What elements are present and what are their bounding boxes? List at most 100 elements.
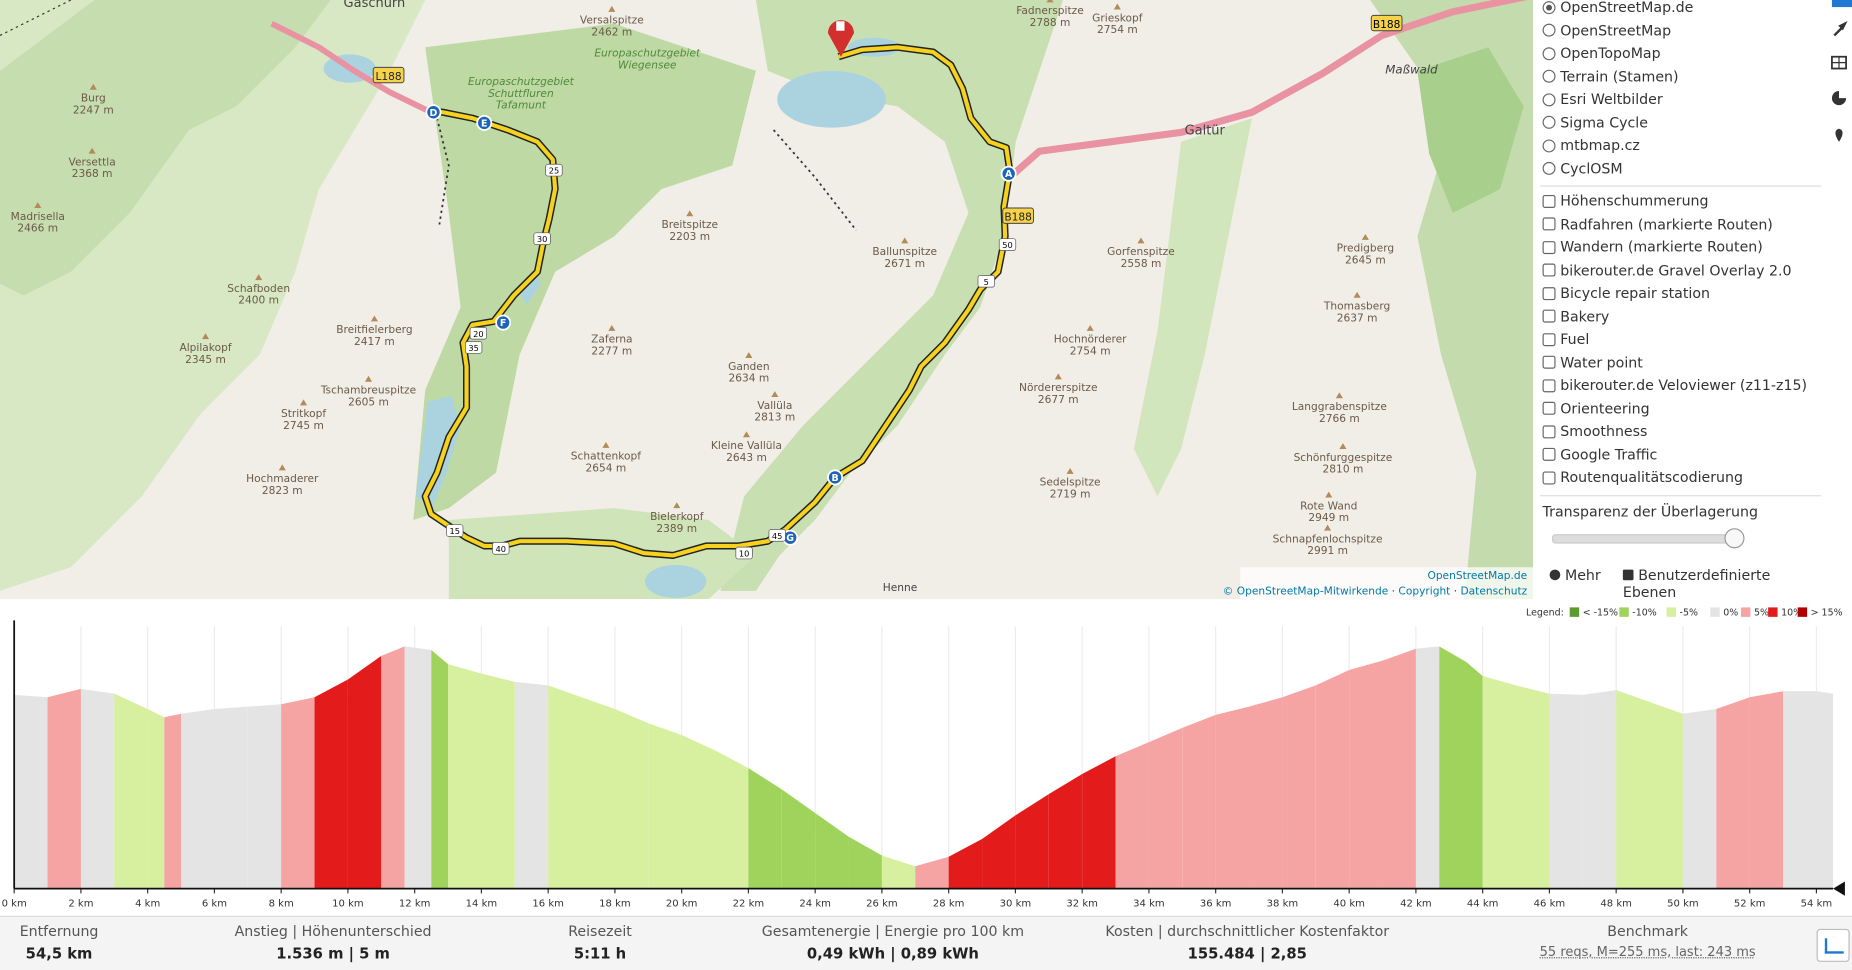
elevation-segment xyxy=(1149,728,1182,889)
x-tick-label: 50 km xyxy=(1667,898,1699,909)
slider-handle xyxy=(1724,528,1744,548)
base-layer-option[interactable]: Esri Weltbilder xyxy=(1543,89,1663,110)
km-marker: 50 xyxy=(1002,240,1012,250)
x-tick-label: 0 km xyxy=(2,898,27,909)
base-layer-option[interactable]: CyclOSM xyxy=(1543,158,1623,179)
x-tick-label: 34 km xyxy=(1133,898,1165,909)
layer-button[interactable]: Mehr xyxy=(1543,565,1608,586)
base-layer-label: mtbmap.cz xyxy=(1560,137,1640,154)
overlay-option[interactable]: Orienteering xyxy=(1543,398,1650,419)
overlay-option[interactable]: bikerouter.de Veloviewer (z11-z15) xyxy=(1543,375,1808,396)
peak-elevation: 2654 m xyxy=(586,461,627,474)
base-layer-option[interactable]: Sigma Cycle xyxy=(1543,112,1648,133)
radio xyxy=(1543,1,1556,14)
stat-label: Kosten | durchschnittlicher Kostenfaktor xyxy=(1105,923,1389,940)
x-tick-label: 2 km xyxy=(68,898,93,909)
separator xyxy=(1540,186,1821,187)
attribution-source[interactable]: OpenStreetMap.de xyxy=(1427,569,1527,582)
x-tick-label: 44 km xyxy=(1467,898,1499,909)
stat: Kosten | durchschnittlicher Kostenfaktor… xyxy=(1105,923,1389,962)
waypoint-label: G xyxy=(786,533,794,544)
elevation-segment xyxy=(1049,774,1082,889)
peak-elevation: 2745 m xyxy=(283,419,324,432)
overlay-option[interactable]: Fuel xyxy=(1543,329,1590,350)
km-marker: 45 xyxy=(772,531,782,541)
legend-swatch xyxy=(1667,607,1676,616)
peak-elevation: 2203 m xyxy=(669,230,710,243)
base-layer-option[interactable]: OpenStreetMap.de xyxy=(1543,0,1694,18)
road-number: B188 xyxy=(1373,18,1401,31)
peak-elevation: 2462 m xyxy=(591,25,632,38)
x-tick-label: 48 km xyxy=(1600,898,1632,909)
map[interactable]: Versalspitze2462 m Fadnerspitze2788 m Grie… xyxy=(0,0,1533,599)
attribution-sep: · xyxy=(1450,584,1460,597)
stat-value: 5:11 h xyxy=(568,944,632,962)
peak-elevation: 2558 m xyxy=(1121,257,1162,270)
checkbox xyxy=(1543,310,1556,323)
tool-icons[interactable] xyxy=(1825,12,1852,166)
elevation-segment xyxy=(1716,697,1749,888)
overlay-option[interactable]: Bicycle repair station xyxy=(1543,282,1710,303)
overlay-option[interactable]: Bakery xyxy=(1543,305,1610,326)
stat-value: 155.484 | 2,85 xyxy=(1105,944,1389,962)
x-tick-label: 4 km xyxy=(135,898,160,909)
town-label: Gaschurn xyxy=(344,0,406,11)
elevation-segment xyxy=(214,707,247,889)
page: Versalspitze 2462 m Fadnerspitze 2788 m Grie… xyxy=(0,0,1852,969)
legend-label: 0% xyxy=(1723,608,1738,619)
elevation-segment xyxy=(915,857,948,889)
base-layer-option[interactable]: OpenTopoMap xyxy=(1543,43,1661,64)
legend-swatch xyxy=(1741,607,1750,616)
x-tick-label: 8 km xyxy=(269,898,294,909)
overlay-option[interactable]: Routenqualitätscodierung xyxy=(1543,467,1743,488)
transparency-slider[interactable] xyxy=(1552,534,1743,543)
overlay-option[interactable]: bikerouter.de Gravel Overlay 2.0 xyxy=(1543,259,1792,280)
attribution-sep: · xyxy=(1388,584,1398,597)
x-tick-label: 26 km xyxy=(866,898,898,909)
layer-button[interactable]: Benutzerdefinierte Ebenen xyxy=(1616,565,1825,603)
overlay-option[interactable]: Höhenschummerung xyxy=(1543,190,1709,211)
stat-label: Reisezeit xyxy=(568,923,632,940)
base-layer-option[interactable]: mtbmap.cz xyxy=(1543,135,1640,156)
overlay-label: Routenqualitätscodierung xyxy=(1560,469,1743,486)
elevation-segment xyxy=(348,656,381,889)
attribution-link[interactable]: Copyright xyxy=(1398,584,1450,597)
elevation-segment xyxy=(281,697,314,888)
overlay-label: Fuel xyxy=(1560,331,1589,348)
elevation-segment xyxy=(949,839,982,889)
stat: Benchmark 55 reqs, M=255 ms, last: 243 ms xyxy=(1540,923,1756,960)
attribution-link[interactable]: Datenschutz xyxy=(1460,584,1527,597)
checkbox xyxy=(1543,356,1556,369)
overlay-option[interactable]: Google Traffic xyxy=(1543,444,1658,465)
overlay-option[interactable]: Water point xyxy=(1543,352,1643,373)
base-layer-option[interactable]: Terrain (Stamen) xyxy=(1543,66,1679,87)
overlay-option[interactable]: Smoothness xyxy=(1543,421,1648,442)
checkbox xyxy=(1543,379,1556,392)
elevation-segment xyxy=(1466,662,1483,889)
x-tick-label: 12 km xyxy=(399,898,431,909)
base-layer-label: OpenStreetMap xyxy=(1560,22,1671,39)
base-layer-option[interactable]: OpenStreetMap xyxy=(1543,19,1672,40)
radio xyxy=(1543,139,1556,152)
peak-elevation: 2389 m xyxy=(656,522,697,535)
chart-toggle-icon xyxy=(1825,938,1844,953)
road-number: L188 xyxy=(375,70,401,83)
elevation-segment xyxy=(405,646,432,888)
legend-swatch xyxy=(1768,607,1777,616)
chart-toggle[interactable] xyxy=(1817,929,1850,962)
elevation-segment xyxy=(381,646,404,888)
elevation-segment xyxy=(548,685,581,888)
elevation-segment xyxy=(1216,707,1249,889)
elevation-segment xyxy=(1783,691,1816,888)
x-tick-label: 18 km xyxy=(599,898,631,909)
elevation-segment xyxy=(982,815,1015,888)
overlay-option[interactable]: Wandern (markierte Routen) xyxy=(1543,236,1763,257)
elevation-segment xyxy=(515,682,548,889)
overlay-option[interactable]: Radfahren (markierte Routen) xyxy=(1543,213,1773,234)
legend-title: Legend: xyxy=(1526,608,1564,619)
x-tick-label: 52 km xyxy=(1734,898,1766,909)
elevation-segment xyxy=(81,689,114,889)
town-label: Henne xyxy=(883,581,918,594)
checkbox xyxy=(1543,194,1556,207)
peak-elevation: 2345 m xyxy=(185,353,226,366)
